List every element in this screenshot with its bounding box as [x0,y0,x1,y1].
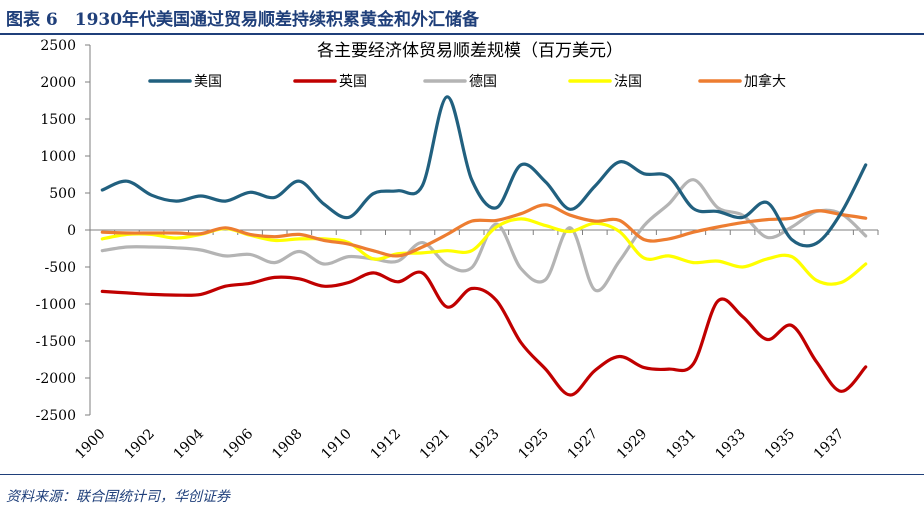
y-tick-label: 0 [67,223,76,239]
y-tick-label: 1000 [40,149,76,165]
x-tick-label: 1902 [121,426,158,463]
series-line [100,203,868,258]
legend-item: 法国 [568,74,642,90]
y-tick-label: 1500 [40,112,76,128]
y-tick-label: -1500 [36,334,76,350]
x-tick-label: 1927 [565,426,602,463]
x-tick-label: 1904 [171,426,208,463]
figure-title: 图表 6 1930年代美国通过贸易顺差持续积累黄金和外汇储备 [6,10,480,30]
legend-label: 英国 [339,73,367,90]
x-tick-label: 1921 [417,426,454,463]
series-lines [100,95,868,397]
y-tick-label: 2500 [40,38,76,54]
series-line [100,178,868,293]
x-tick-label: 1933 [712,426,749,463]
series-line [100,270,868,397]
y-tick-label: -2500 [36,408,76,424]
series-line [100,95,868,248]
x-tick-label: 1900 [72,426,109,463]
x-tick-label: 1937 [811,426,848,463]
legend-item: 英国 [293,73,367,90]
axes: 2500 2000 1500 1000 500 0 -500 -1000 -1500 -2000 -… [36,38,879,463]
legend-item: 德国 [423,74,497,90]
y-tick-label: 2000 [40,75,76,91]
legend-label: 德国 [469,74,497,90]
x-tick-label: 1910 [318,426,355,463]
x-tick-label: 1929 [614,426,651,463]
x-tick-label: 1931 [663,426,700,463]
legend-item: 美国 [148,74,222,90]
footer-divider [0,474,924,475]
legend-item: 加拿大 [698,73,786,90]
x-tick-label: 1923 [466,426,503,463]
y-tick-label: -1000 [36,297,76,313]
x-tick-label: 1906 [220,426,257,463]
legend-label: 法国 [614,74,642,90]
y-tick-label: -2000 [36,371,76,387]
x-tick-label: 1935 [762,426,799,463]
y-tick-label: 500 [49,186,76,202]
x-tick-label: 1912 [368,426,405,463]
y-tick-label: -500 [45,260,76,276]
header-divider [0,33,924,35]
legend: 美国 英国 德国 法国 加拿大 [148,73,786,90]
legend-label: 加拿大 [744,73,786,90]
figure-header: 图表 6 1930年代美国通过贸易顺差持续积累黄金和外汇储备 [0,0,924,35]
source-note: 资料来源：联合国统计司，华创证券 [6,489,230,505]
chart-title: 各主要经济体贸易顺差规模（百万美元） [317,41,623,61]
trade-surplus-chart: 2500 2000 1500 1000 500 0 -500 -1000 -1500 -2000 -… [0,34,924,478]
x-tick-label: 1925 [515,426,552,463]
legend-label: 美国 [194,74,222,90]
chart-canvas: 2500 2000 1500 1000 500 0 -500 -1000 -1500 -2000 -… [36,38,879,463]
x-tick-label: 1908 [269,426,306,463]
